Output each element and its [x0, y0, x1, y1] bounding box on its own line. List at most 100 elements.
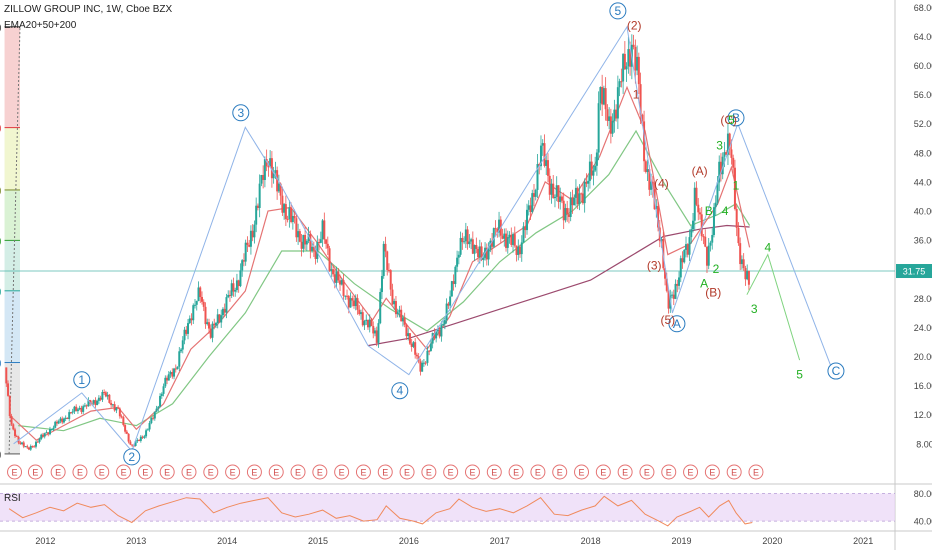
earnings-marker-label: E — [557, 468, 563, 478]
candle-body — [578, 193, 581, 205]
candle-body — [96, 400, 99, 406]
candle-body — [609, 116, 612, 134]
candle-body — [279, 183, 282, 196]
earnings-marker — [704, 464, 720, 480]
candle-body — [522, 226, 525, 243]
candle-body — [234, 289, 237, 292]
candle-body — [204, 306, 207, 325]
candle-body — [485, 247, 488, 260]
candle-body — [200, 296, 203, 302]
wave-label: (3) — [647, 259, 662, 273]
candle-body — [639, 84, 642, 115]
y-tick-label: 44.00 — [914, 177, 932, 187]
y-tick-label: 20.00 — [914, 352, 932, 362]
candle-body — [700, 214, 703, 237]
candle-body — [429, 343, 432, 351]
candle-body — [41, 434, 44, 437]
wave-label: B — [732, 111, 740, 125]
candle-body — [356, 298, 359, 310]
earnings-marker-label: E — [688, 468, 694, 478]
candle-body — [138, 439, 141, 441]
wave-label: C — [832, 364, 841, 378]
candle-body — [202, 301, 205, 307]
candle-body — [337, 271, 340, 281]
candle-body — [190, 318, 193, 321]
candle-body — [284, 204, 287, 220]
candle-body — [118, 408, 121, 417]
candle-body — [707, 245, 710, 266]
candle-body — [197, 287, 200, 301]
candle-body — [87, 400, 90, 407]
candle-body — [153, 411, 156, 419]
candle-body — [339, 280, 342, 285]
candle-body — [253, 224, 256, 238]
fib-level-label: 0.382(42.89) — [0, 185, 2, 195]
candle-body — [580, 193, 583, 195]
candle-body — [685, 244, 688, 250]
candle-body — [583, 181, 586, 204]
candle-body — [475, 245, 478, 249]
earnings-marker-label: E — [644, 468, 650, 478]
candle-body — [744, 268, 747, 280]
candle-body — [171, 372, 174, 377]
y-tick-label: 24.00 — [914, 323, 932, 333]
candle-body — [366, 319, 369, 328]
candle-body — [291, 215, 294, 222]
candle-body — [8, 395, 11, 417]
candle-body — [43, 433, 46, 437]
candle-body — [195, 300, 198, 305]
candle-body — [332, 269, 335, 275]
candle-body — [401, 317, 404, 322]
candle-body — [22, 442, 25, 447]
y-tick-label: 8.00 — [916, 439, 932, 449]
earnings-marker-label: E — [142, 468, 148, 478]
fib-level-label: 0.236(51.46) — [0, 123, 2, 133]
candle-body — [716, 182, 719, 203]
y-tick-label: 40.00 — [914, 206, 932, 216]
earnings-marker-label: E — [382, 468, 388, 478]
candle-body — [498, 219, 501, 233]
candle-body — [410, 343, 413, 347]
fib-level-label: 0.786(19.17) — [0, 358, 2, 368]
candle-body — [676, 283, 679, 286]
candle-body — [80, 407, 83, 412]
candle-body — [491, 240, 494, 247]
candle-body — [176, 366, 179, 369]
candle-body — [487, 249, 490, 260]
candle-body — [29, 446, 32, 450]
candle-body — [7, 383, 10, 396]
x-tick-label: 2021 — [853, 536, 873, 546]
candle-body — [180, 349, 183, 352]
candle-body — [218, 314, 221, 323]
candle-body — [625, 66, 628, 70]
candle-body — [333, 274, 336, 283]
candle-body — [368, 319, 371, 328]
candle-body — [382, 243, 385, 277]
candle-body — [737, 227, 740, 244]
candle-body — [211, 323, 214, 338]
candle-body — [78, 407, 81, 410]
ema200-line — [367, 224, 750, 347]
candle-body — [242, 260, 245, 262]
candle-body — [391, 289, 394, 305]
candle-body — [73, 406, 76, 412]
rsi-line — [8, 495, 753, 527]
candle-body — [143, 436, 146, 438]
candle-body — [464, 229, 467, 242]
candle-body — [725, 152, 728, 155]
candle-body — [134, 441, 137, 446]
earnings-marker — [464, 464, 480, 480]
fib-band — [4, 240, 20, 291]
candle-body — [12, 424, 15, 430]
candle-body — [711, 234, 714, 243]
candle-body — [326, 243, 329, 249]
candle-body — [111, 404, 114, 406]
candle-body — [380, 276, 383, 293]
earnings-marker — [683, 464, 699, 480]
fib-trend-line — [8, 26, 21, 454]
candle-body — [330, 269, 333, 271]
candle-body — [520, 242, 523, 255]
earnings-marker-label: E — [709, 468, 715, 478]
candle-body — [678, 277, 681, 286]
wave-label-circle — [123, 448, 141, 466]
